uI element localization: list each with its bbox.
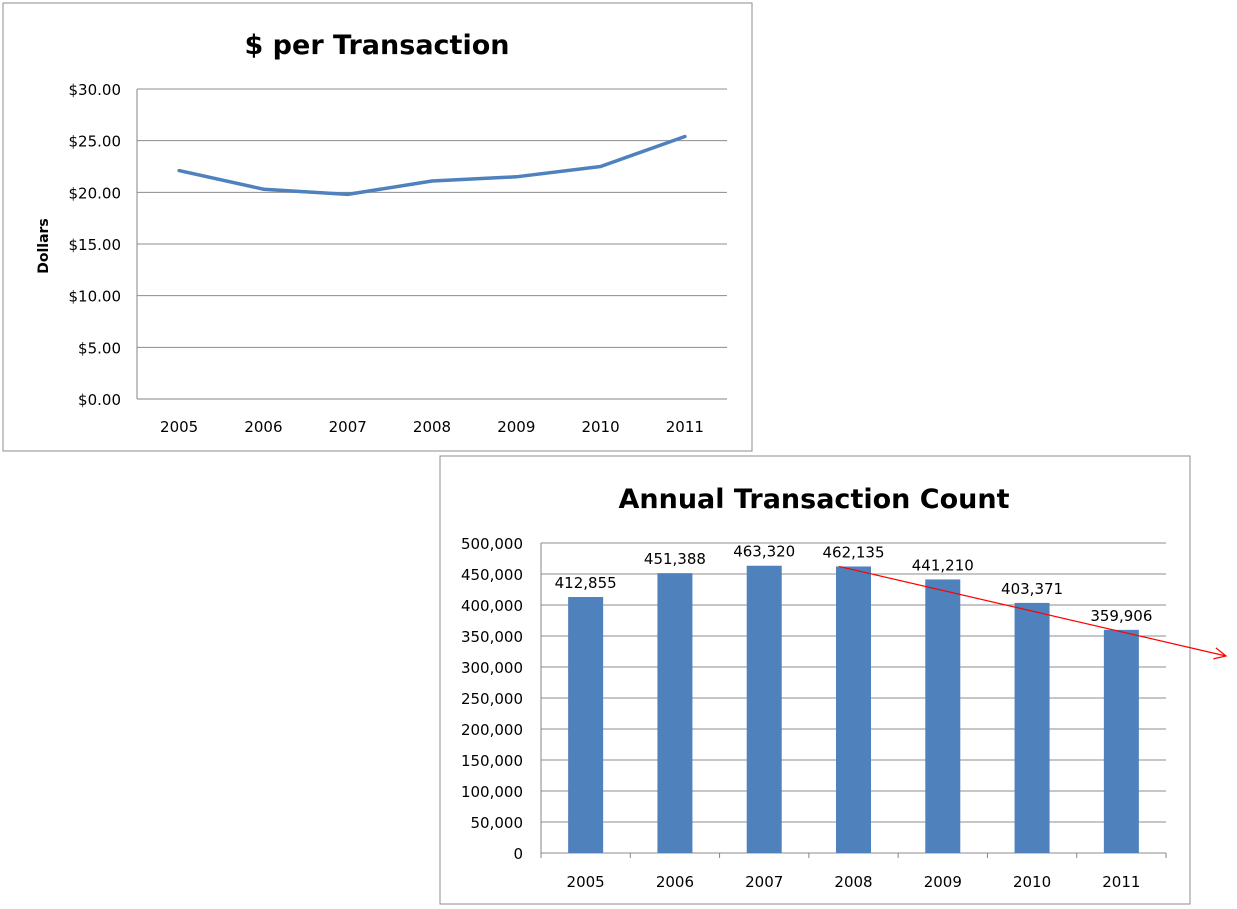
line-chart-y-tick: $5.00 (78, 339, 121, 357)
line-chart-x-tick: 2005 (160, 418, 198, 436)
trend-arrow-line (838, 565, 1227, 657)
bar-data-label: 412,855 (555, 574, 617, 592)
bar-chart-annual-transaction-count: Annual Transaction Count 0 50,000 100,000 1… (439, 455, 1228, 905)
bar-chart-y-tick: 300,000 (461, 659, 523, 677)
line-chart-point (514, 175, 518, 179)
bar-data-label: 403,371 (1001, 580, 1063, 598)
line-chart-y-tick: $0.00 (78, 391, 121, 409)
line-chart-point (177, 169, 181, 173)
bar-chart-bars (568, 565, 1139, 853)
bar-chart-y-tick: 450,000 (461, 566, 523, 584)
bar-chart-y-tick: 200,000 (461, 721, 523, 739)
line-chart-y-axis-label: Dollars (36, 218, 52, 274)
line-chart-title: $ per Transaction (245, 30, 510, 61)
line-chart-series (177, 134, 687, 197)
bar-chart-y-tick: 0 (513, 845, 523, 863)
bar-chart-y-tick: 500,000 (461, 535, 523, 553)
bar-2009 (925, 579, 961, 853)
line-chart-point (430, 179, 434, 183)
line-chart-x-tick-labels: 2005 2006 2007 2008 2009 2010 2011 (160, 418, 704, 436)
line-chart-gridlines (136, 88, 727, 400)
bar-chart-y-tick: 400,000 (461, 597, 523, 615)
bar-chart-data-labels: 412,855 451,388 463,320 462,135 441,210 403,3… (555, 543, 1153, 625)
line-chart-x-tick: 2006 (244, 418, 282, 436)
bar-data-label: 451,388 (644, 550, 706, 568)
line-chart-y-tick: $20.00 (69, 184, 122, 202)
bar-data-label: 463,320 (733, 543, 795, 561)
line-chart-point (346, 192, 350, 196)
bar-chart-y-tick: 350,000 (461, 628, 523, 646)
line-chart-point (683, 135, 687, 139)
bar-chart-y-tick: 250,000 (461, 690, 523, 708)
bar-2006 (657, 573, 693, 853)
bar-chart-y-tick: 50,000 (471, 814, 524, 832)
line-chart-point (599, 165, 603, 168)
bar-data-label: 359,906 (1090, 607, 1152, 625)
bar-2007 (746, 565, 782, 853)
bar-data-label: 462,135 (822, 543, 884, 561)
bar-2005 (568, 597, 604, 853)
bar-chart-title: Annual Transaction Count (619, 484, 1010, 515)
trend-arrow-head (1213, 647, 1228, 660)
line-chart-y-tick: $10.00 (69, 288, 122, 306)
line-chart-x-tick: 2010 (581, 418, 619, 436)
line-chart-y-tick: $15.00 (69, 236, 122, 254)
bar-data-label: 441,210 (912, 556, 974, 574)
bar-chart-y-tick-labels: 0 50,000 100,000 150,000 200,000 250,000 300,0… (461, 535, 523, 863)
line-chart-frame (2, 2, 753, 452)
bar-chart-x-tick: 2011 (1102, 873, 1140, 891)
line-chart-y-tick-labels: $0.00 $5.00 $10.00 $15.00 $20.00 $25.00 $30.00 (69, 81, 122, 409)
bar-chart-x-tick: 2005 (567, 873, 605, 891)
bar-chart-frame (439, 455, 1191, 905)
line-chart-x-tick: 2008 (413, 418, 451, 436)
bar-chart-y-tick: 150,000 (461, 752, 523, 770)
line-chart-y-tick: $30.00 (69, 81, 122, 99)
bar-chart-x-tick: 2006 (656, 873, 694, 891)
bar-chart-x-tick: 2010 (1013, 873, 1051, 891)
bar-chart-y-tick: 100,000 (461, 783, 523, 801)
line-chart-x-tick: 2011 (666, 418, 704, 436)
bar-2011 (1103, 629, 1139, 853)
line-chart-point (261, 187, 265, 191)
bar-chart-x-tick: 2009 (924, 873, 962, 891)
line-chart-y-tick: $25.00 (69, 133, 122, 151)
bar-chart-x-tick: 2008 (834, 873, 872, 891)
line-chart-x-tick: 2007 (329, 418, 367, 436)
line-chart-dollars-per-transaction: $ per Transaction Dollars $0.00 $5.00 $10.… (2, 2, 753, 452)
bar-chart-x-tick-labels: 2005 2006 2007 2008 2009 2010 2011 (567, 873, 1141, 891)
bar-chart-x-tick: 2007 (745, 873, 783, 891)
trend-arrow (838, 565, 1228, 660)
line-chart-x-tick: 2009 (497, 418, 535, 436)
bar-2010 (1014, 602, 1050, 853)
bar-2008 (836, 566, 871, 853)
